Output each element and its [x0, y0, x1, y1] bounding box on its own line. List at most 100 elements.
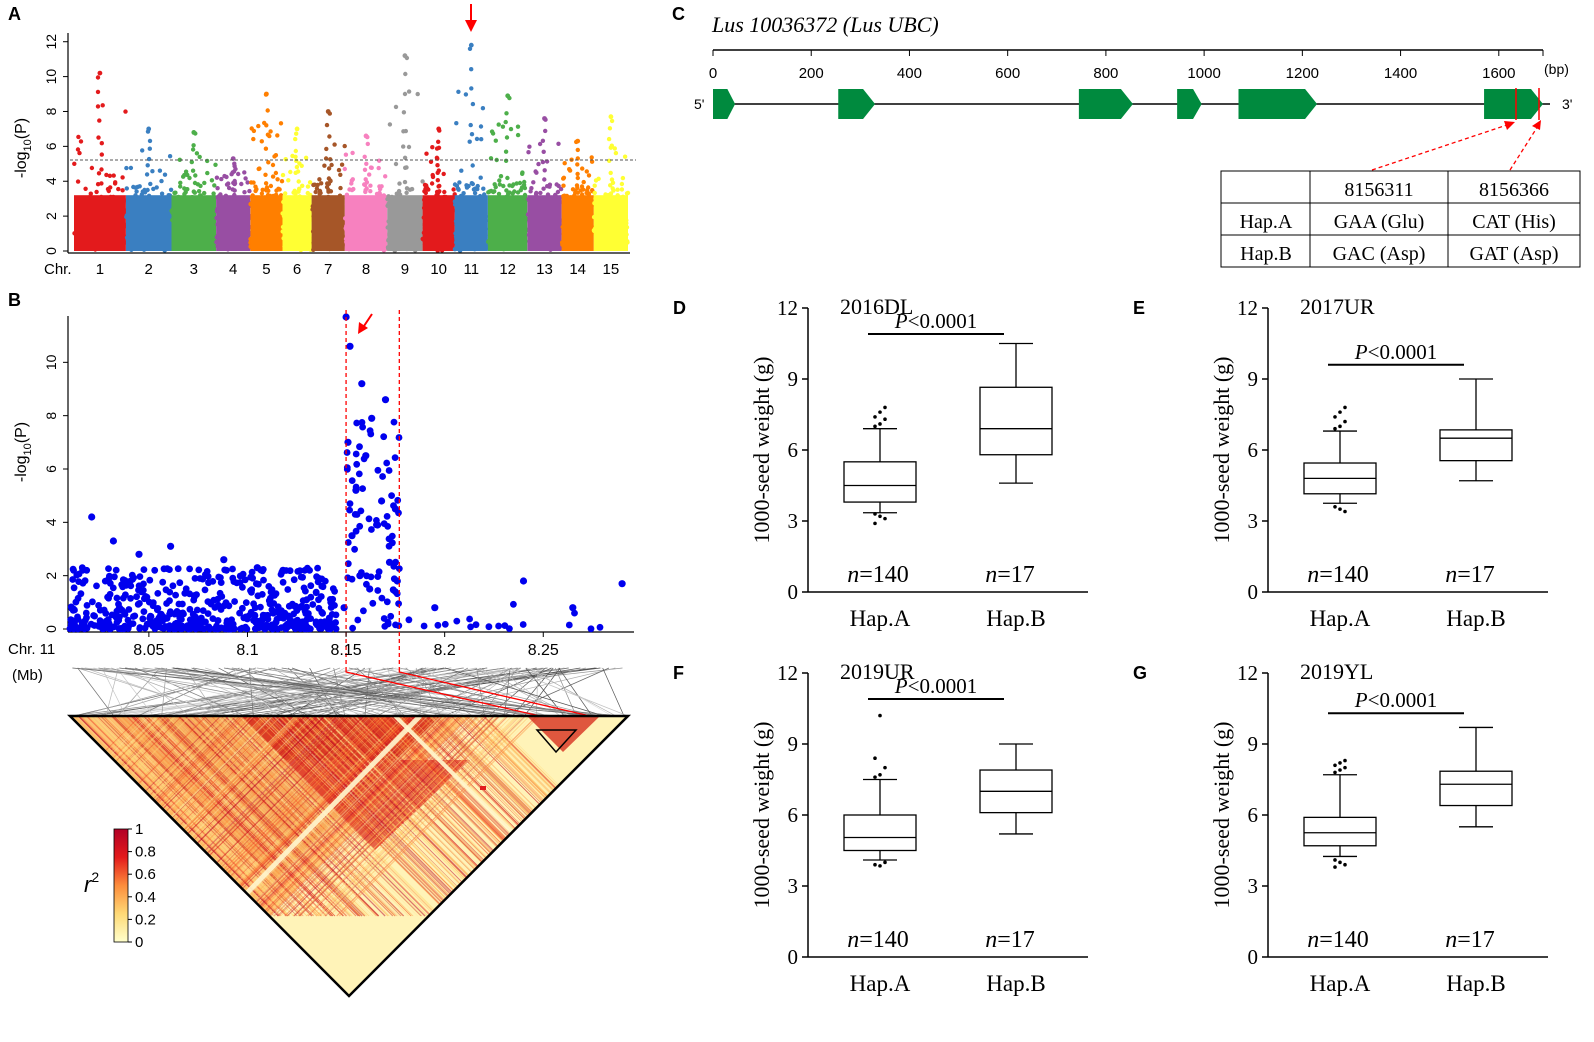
- ld-stripe: [70, 716, 150, 917]
- manhattan-point: [100, 103, 105, 108]
- gene-scale-unit: (bp): [1544, 61, 1569, 77]
- region-point: [360, 607, 367, 615]
- region-point: [128, 571, 136, 579]
- ld-stripe: [231, 716, 433, 917]
- manhattan-point: [293, 136, 298, 142]
- region-point: [115, 625, 123, 632]
- manhattan-point: [504, 188, 509, 193]
- region-point: [182, 585, 190, 593]
- boxplot-ytick-label: 12: [777, 296, 798, 320]
- manhattan-point: [78, 139, 84, 144]
- manhattan-point-band: [344, 195, 388, 251]
- box-outlier: [1343, 758, 1347, 763]
- manhattan-point: [496, 191, 502, 197]
- box-outlier: [1333, 770, 1337, 775]
- manhattan-point: [263, 181, 269, 186]
- region-point: [309, 601, 317, 608]
- boxplot-ytick-label: 9: [788, 367, 799, 391]
- manhattan-point: [209, 178, 215, 183]
- ld-stripe: [268, 716, 470, 917]
- ld-stripe: [158, 716, 360, 917]
- ld-stripe: [286, 716, 488, 917]
- region-point: [286, 567, 294, 575]
- panel-a-chr-label: 2: [145, 261, 153, 278]
- manhattan-point: [470, 163, 475, 168]
- panel-a-ytick-label: 6: [43, 142, 59, 150]
- box-hapb: [979, 743, 1053, 835]
- boxplot-title: 2019UR: [840, 659, 915, 684]
- manhattan-point: [349, 187, 355, 193]
- ld-stripe: [235, 716, 436, 917]
- manhattan-point: [368, 189, 373, 194]
- manhattan-point: [540, 159, 546, 165]
- region-point: [284, 586, 292, 593]
- manhattan-point: [286, 178, 291, 183]
- region-point: [495, 622, 502, 630]
- region-point: [383, 598, 391, 606]
- ld-connector-line: [223, 667, 493, 717]
- manhattan-point: [608, 145, 613, 150]
- ld-stripe: [199, 716, 400, 917]
- manhattan-point: [527, 144, 532, 149]
- manhattan-point: [293, 154, 298, 159]
- table-hapA-label: Hap.A: [1240, 211, 1293, 233]
- ld-stripe: [230, 716, 431, 917]
- panel-a-peak-arrow: [465, 4, 477, 32]
- gene-exon: [1078, 89, 1133, 119]
- manhattan-point: [367, 172, 372, 177]
- manhattan-point: [534, 190, 539, 196]
- manhattan-point: [202, 180, 207, 186]
- manhattan-point: [312, 182, 317, 187]
- ld-stripe: [299, 716, 501, 917]
- ld-stripe: [211, 716, 413, 917]
- ld-stripe: [323, 716, 524, 917]
- region-point: [510, 600, 517, 608]
- manhattan-point: [215, 186, 220, 191]
- manhattan-point: [147, 146, 152, 151]
- boxplot-n-label: n=140: [1307, 562, 1369, 588]
- ld-legend-tick-label: 0.8: [135, 844, 156, 861]
- manhattan-point: [145, 187, 150, 193]
- manhattan-point-band: [171, 195, 217, 251]
- manhattan-point: [256, 166, 261, 172]
- ld-connector-line: [174, 667, 286, 717]
- manhattan-peak-point: [608, 114, 614, 120]
- ld-connector-line: [119, 667, 509, 717]
- region-highlight-point: [279, 566, 287, 574]
- manhattan-point: [365, 134, 370, 140]
- manhattan-point: [342, 143, 347, 149]
- manhattan-point: [541, 149, 546, 154]
- region-point: [242, 613, 250, 621]
- ld-connector-line: [84, 667, 226, 717]
- manhattan-point: [498, 174, 504, 179]
- region-highlight-point: [253, 564, 261, 572]
- manhattan-point: [402, 91, 408, 97]
- manhattan-point: [512, 189, 517, 194]
- manhattan-point: [452, 182, 458, 187]
- manhattan-point: [259, 139, 264, 144]
- region-point: [346, 506, 353, 514]
- manhattan-point: [467, 46, 473, 51]
- ld-connector-line: [135, 667, 246, 717]
- manhattan-point: [503, 149, 509, 154]
- ld-stripe: [70, 716, 143, 917]
- manhattan-point: [154, 185, 159, 190]
- region-point: [278, 624, 285, 631]
- gene-exon: [713, 89, 736, 119]
- manhattan-point: [434, 146, 440, 151]
- ld-connector-line: [121, 667, 408, 717]
- panel-a-points: [68, 42, 631, 254]
- snp-callout-arrow: [1504, 121, 1515, 130]
- box-outlier: [1333, 426, 1337, 431]
- manhattan-point: [383, 174, 388, 179]
- ld-stripe: [169, 716, 370, 917]
- manhattan-point: [362, 154, 367, 159]
- manhattan-point: [504, 135, 510, 140]
- manhattan-point: [543, 117, 548, 122]
- region-point: [294, 568, 302, 575]
- panel-a-ytick-label: 12: [43, 34, 59, 50]
- manhattan-point: [249, 126, 254, 131]
- manhattan-point: [270, 174, 276, 179]
- ld-stripe: [240, 716, 442, 917]
